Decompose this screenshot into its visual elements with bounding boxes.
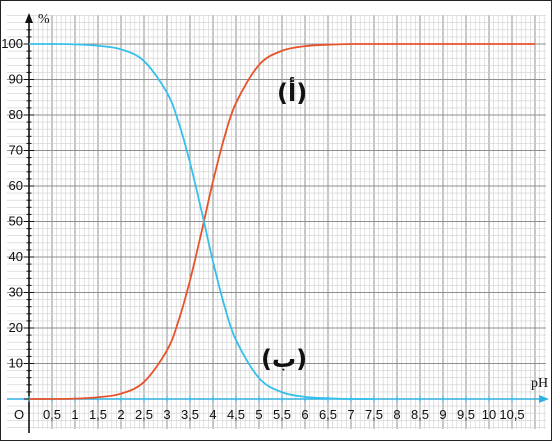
x-tick-label: 3 [163,407,170,422]
x-tick-label: 8 [393,407,400,422]
y-tick-label: 40 [9,249,23,264]
x-tick-label: 2,5 [135,407,153,422]
y-axis-arrow-icon [25,13,33,23]
x-tick-label: 10,5 [499,407,524,422]
x-tick-label: 6,5 [319,407,337,422]
x-tick-label: 9,5 [457,407,475,422]
tick-labels: O 0,5 1 1,5 2 2,5 3 3,5 4 4,5 5 5,5 6 6,5 7 7,5 8 8,5 9 9,5… [1,36,524,422]
y-tick-label: 70 [9,143,23,158]
y-tick-label: 80 [9,107,23,122]
curve-label-a: (أ) [277,77,307,107]
y-tick-label: 10 [9,356,23,371]
x-tick-label: 5 [255,407,262,422]
x-tick-label: O [14,407,24,422]
y-tick-label: 50 [9,214,23,229]
x-tick-label: 6 [301,407,308,422]
y-axis-title: % [38,12,50,27]
x-axis-title: pH [531,376,548,391]
x-tick-label: 7 [347,407,354,422]
x-tick-label: 5,5 [273,407,291,422]
y-tick-label: 60 [9,178,23,193]
y-tick-label: 30 [9,285,23,300]
x-tick-label: 10 [482,407,496,422]
x-tick-label: 0,5 [43,407,61,422]
series-line-b [28,43,375,400]
y-tick-label: 20 [9,320,23,335]
x-tick-label: 4 [209,407,216,422]
x-tick-label: 4,5 [227,407,245,422]
axes [7,13,549,433]
x-tick-label: 1,5 [89,407,107,422]
series-line-a [28,43,535,400]
curve-label-b: (ب) [261,345,307,373]
x-axis-arrow-icon [539,395,549,403]
x-tick-label: 9 [439,407,446,422]
x-tick-label: 1 [71,407,78,422]
grid [7,15,546,429]
y-tick-label: 90 [9,72,23,87]
x-tick-label: 8,5 [411,407,429,422]
x-tick-label: 2 [117,407,124,422]
y-tick-label: 100 [1,36,23,51]
x-tick-label: 3,5 [181,407,199,422]
x-tick-label: 7,5 [365,407,383,422]
series-lines [28,43,535,400]
